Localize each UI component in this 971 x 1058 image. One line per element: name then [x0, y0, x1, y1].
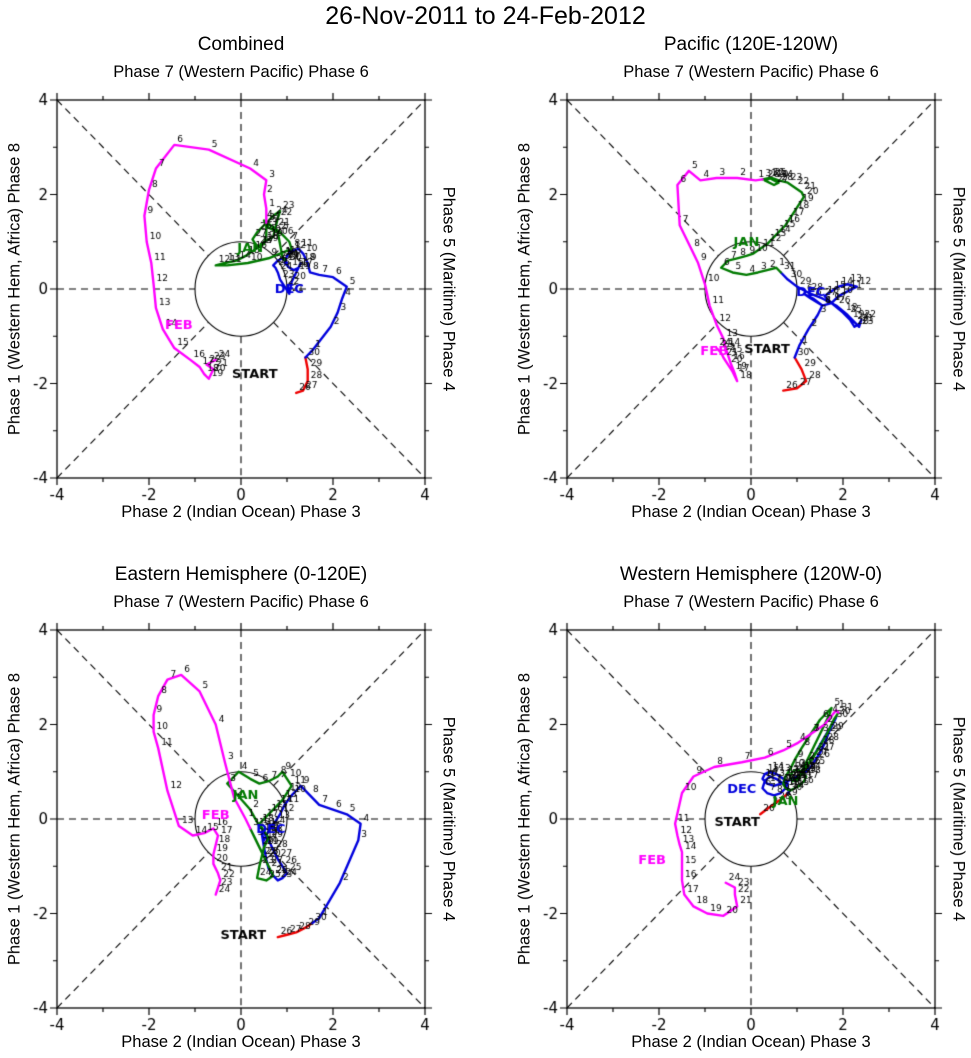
bottom-axis-label: Phase 2 (Indian Ocean) Phase 3	[121, 1033, 361, 1051]
bottom-axis-label: Phase 2 (Indian Ocean) Phase 3	[631, 1033, 871, 1051]
top-axis-label: Phase 7 (Western Pacific) Phase 6	[113, 593, 369, 611]
left-axis-label: Phase 1 (Western Hem, Africa) Phase 8	[5, 672, 24, 966]
phase-space-plot-combined	[9, 92, 439, 512]
top-axis-label: Phase 7 (Western Pacific) Phase 6	[113, 63, 369, 81]
panel-title-eastern-hemisphere: Eastern Hemisphere (0-120E)	[114, 564, 368, 585]
bottom-axis-label: Phase 2 (Indian Ocean) Phase 3	[121, 503, 361, 521]
bottom-axis-label: Phase 2 (Indian Ocean) Phase 3	[631, 503, 871, 521]
phase-space-plot-western-hemisphere	[519, 622, 949, 1042]
panel-title-western-hemisphere: Western Hemisphere (120W-0)	[619, 564, 883, 585]
top-axis-label: Phase 7 (Western Pacific) Phase 6	[623, 63, 879, 81]
left-axis-label: Phase 1 (Western Hem, Africa) Phase 8	[515, 672, 534, 966]
page-title: 26-Nov-2011 to 24-Feb-2012	[325, 2, 646, 30]
right-axis-label: Phase 5 (Maritime) Phase 4	[439, 186, 458, 392]
left-axis-label: Phase 1 (Western Hem, Africa) Phase 8	[5, 142, 24, 436]
top-axis-label: Phase 7 (Western Pacific) Phase 6	[623, 593, 879, 611]
right-axis-label: Phase 5 (Maritime) Phase 4	[949, 186, 968, 392]
right-axis-label: Phase 5 (Maritime) Phase 4	[949, 716, 968, 922]
phase-space-plot-eastern-hemisphere	[9, 622, 439, 1042]
panel-title-pacific: Pacific (120E-120W)	[663, 34, 839, 55]
right-axis-label: Phase 5 (Maritime) Phase 4	[439, 716, 458, 922]
phase-space-plot-pacific	[519, 92, 949, 512]
panel-title-combined: Combined	[197, 34, 285, 55]
left-axis-label: Phase 1 (Western Hem, Africa) Phase 8	[515, 142, 534, 436]
